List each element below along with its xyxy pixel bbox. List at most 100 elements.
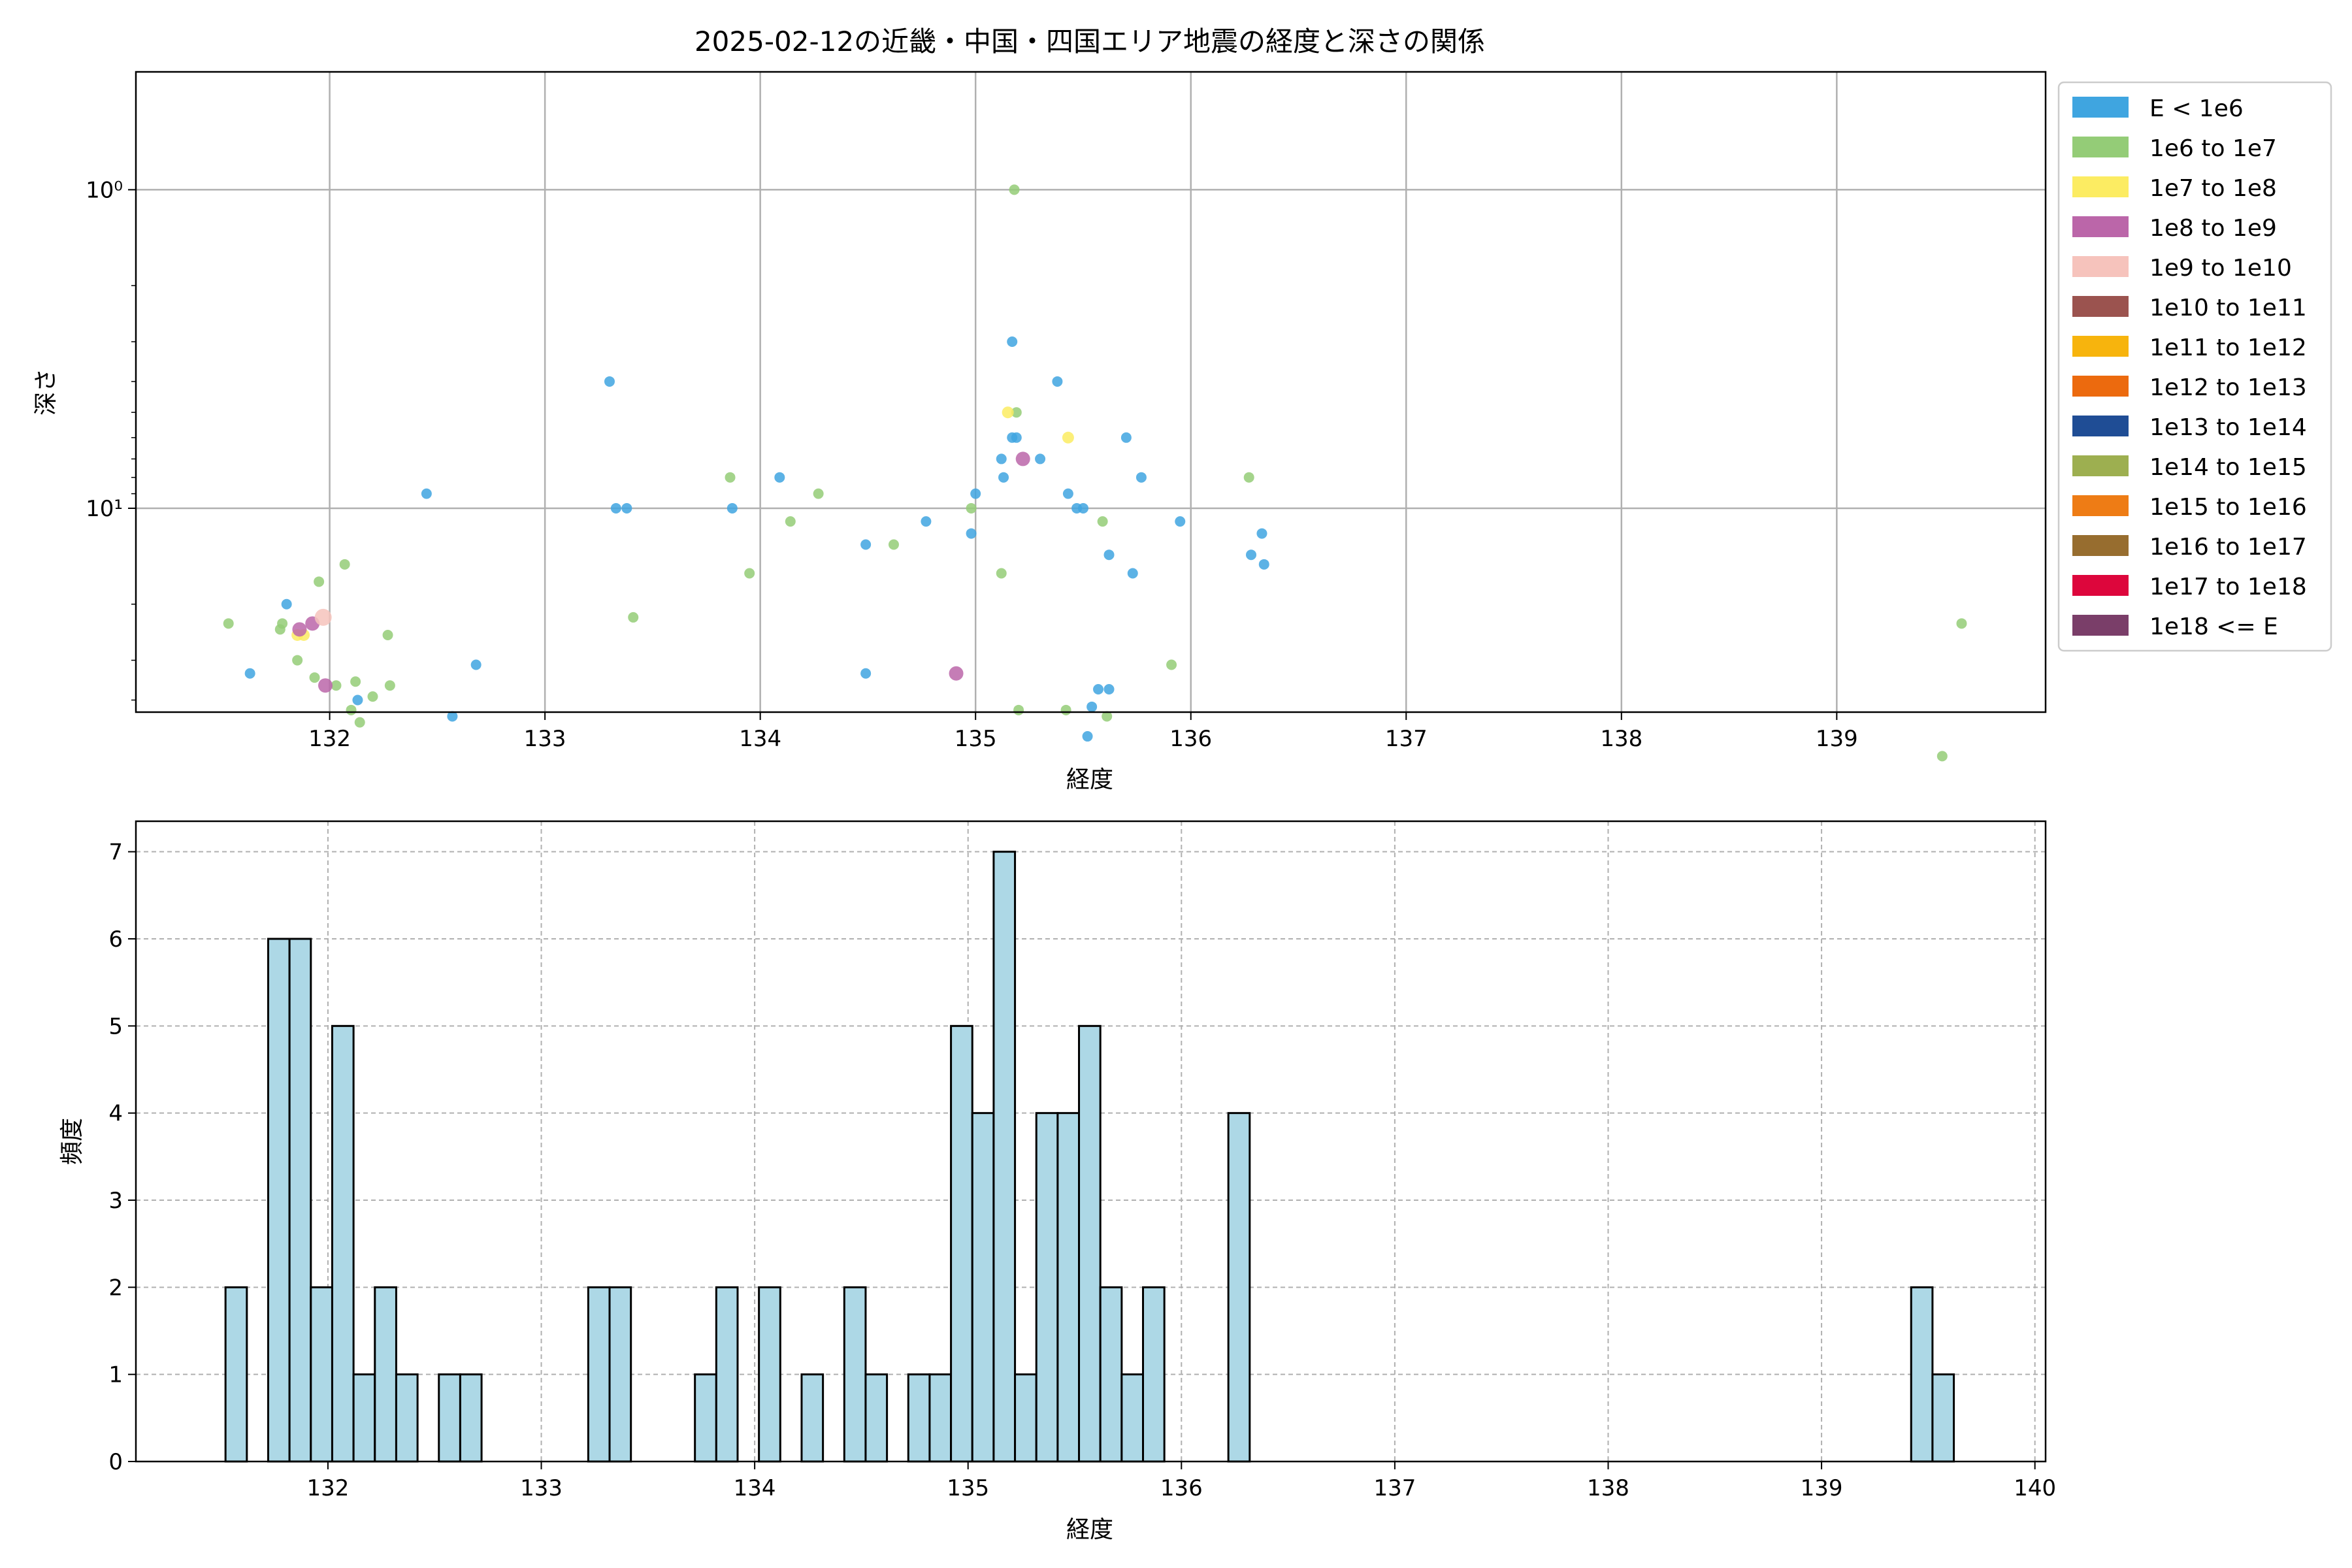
histogram-bar <box>864 1373 889 1463</box>
histogram-x-tick-label: 138 <box>1587 1475 1629 1501</box>
scatter-point <box>309 672 320 683</box>
scatter-point <box>1103 549 1115 561</box>
histogram-x-tick-label: 133 <box>520 1475 563 1501</box>
scatter-point <box>1062 488 1073 499</box>
histogram-bar <box>224 1286 248 1463</box>
scatter-point <box>421 488 432 499</box>
scatter-point <box>1093 683 1104 694</box>
scatter-point <box>1015 451 1030 466</box>
histogram-x-tick-label: 134 <box>734 1475 776 1501</box>
scatter-point <box>1035 453 1046 465</box>
scatter-point <box>354 717 365 728</box>
legend-label: 1e16 to 1e17 <box>2149 534 2307 561</box>
histogram-bar <box>1931 1373 1955 1463</box>
scatter-point <box>1013 704 1024 715</box>
scatter-point <box>1082 731 1093 742</box>
scatter-x-tick-label: 135 <box>955 726 997 752</box>
legend-label: E < 1e6 <box>2149 95 2244 122</box>
histogram-bar <box>1910 1286 1934 1463</box>
legend-item-1e17-to-1e18: 1e17 to 1e18 <box>2072 574 2307 600</box>
legend-swatch <box>2072 376 2129 397</box>
histogram-bar <box>288 938 312 1463</box>
legend-label: 1e7 to 1e8 <box>2149 175 2277 202</box>
legend-swatch <box>2072 336 2129 357</box>
legend-label: 1e6 to 1e7 <box>2149 135 2277 162</box>
scatter-x-ticks: 132 133 134 135 136 137 138 139 <box>308 712 1858 752</box>
legend-label: 1e14 to 1e15 <box>2149 454 2307 481</box>
histogram-bar <box>843 1286 867 1463</box>
scatter-point <box>339 559 350 570</box>
scatter-point <box>1936 751 1948 762</box>
histogram-y-tick-label: 3 <box>108 1188 123 1214</box>
histogram-bar <box>1227 1112 1251 1463</box>
scatter-point <box>350 676 361 687</box>
histogram-bar <box>694 1373 717 1463</box>
legend-swatch <box>2072 416 2129 436</box>
legend-label: 1e10 to 1e11 <box>2149 295 2307 321</box>
histogram-y-tick-label: 4 <box>108 1101 123 1127</box>
histogram-x-tick-label: 137 <box>1373 1475 1416 1501</box>
scatter-point <box>1062 431 1074 444</box>
histogram-bar <box>1142 1286 1166 1463</box>
scatter-point <box>346 704 357 715</box>
histogram-bar <box>800 1373 825 1463</box>
scatter-point <box>966 502 977 514</box>
histogram-bar <box>715 1286 739 1463</box>
legend-item-1e7-to-1e8: 1e7 to 1e8 <box>2072 175 2277 202</box>
histogram-bar <box>587 1286 611 1463</box>
legend-item-1e15-to-1e16: 1e15 to 1e16 <box>2072 494 2307 521</box>
legend-item-1e13-to-1e14: 1e13 to 1e14 <box>2072 414 2307 441</box>
histogram-bar <box>267 938 291 1463</box>
legend-swatch <box>2072 575 2129 596</box>
histogram-x-axis-label: 経度 <box>1066 1516 1113 1543</box>
scatter-point <box>860 539 872 550</box>
histogram-bar <box>374 1286 397 1463</box>
scatter-point <box>384 680 395 691</box>
scatter-point <box>813 488 824 499</box>
scatter-point <box>318 678 333 693</box>
histogram-x-tick-label: 136 <box>1160 1475 1203 1501</box>
legend-item-1e9-to-1e10: 1e9 to 1e10 <box>2072 255 2292 282</box>
legend-items: E < 1e6 1e6 to 1e7 1e7 to 1e8 1e8 to 1e9 1e9… <box>2072 95 2307 640</box>
histogram-bar <box>1056 1112 1081 1463</box>
scatter-point <box>970 488 981 499</box>
legend-swatch <box>2072 97 2129 118</box>
histogram-bar <box>758 1286 781 1463</box>
histogram-bar <box>331 1024 355 1463</box>
scatter-x-tick-label: 134 <box>739 726 781 752</box>
legend-label: 1e11 to 1e12 <box>2149 335 2307 361</box>
histogram-x-tick-label: 132 <box>306 1475 349 1501</box>
legend-item-1e12-to-1e13: 1e12 to 1e13 <box>2072 374 2307 401</box>
scatter-point <box>949 666 964 681</box>
scatter-point <box>292 622 307 637</box>
histogram-y-tick-label: 6 <box>108 926 123 953</box>
scatter-point <box>966 528 977 539</box>
scatter-point <box>281 598 292 610</box>
scatter-point <box>1011 432 1022 443</box>
scatter-y-tick-label: 10⁰ <box>86 177 123 203</box>
legend-item-1e10-to-1e11: 1e10 to 1e11 <box>2072 295 2307 321</box>
legend-swatch <box>2072 176 2129 197</box>
histogram-bar <box>1120 1373 1145 1463</box>
scatter-point <box>604 376 615 387</box>
scatter-point <box>1243 472 1254 483</box>
scatter-point <box>314 576 325 587</box>
scatter-point <box>785 516 796 527</box>
scatter-point <box>888 539 899 550</box>
legend-item-1e14-to-1e15: 1e14 to 1e15 <box>2072 454 2307 481</box>
histogram-bar <box>395 1373 419 1463</box>
scatter-point <box>1077 502 1088 514</box>
scatter-point <box>1011 407 1022 418</box>
scatter-point <box>860 668 872 679</box>
scatter-point <box>367 691 378 702</box>
histogram-y-tick-label: 5 <box>108 1013 123 1039</box>
legend-label: 1e13 to 1e14 <box>2149 414 2307 441</box>
scatter-point <box>921 516 932 527</box>
scatter-series-1e9-to-1e10 <box>314 608 332 626</box>
legend-swatch <box>2072 216 2129 237</box>
legend-swatch <box>2072 256 2129 277</box>
histogram-y-axis-label: 頻度 <box>59 1118 86 1165</box>
histogram-x-tick-label: 140 <box>2014 1475 2056 1501</box>
scatter-series-e-1e6 <box>244 336 1269 742</box>
